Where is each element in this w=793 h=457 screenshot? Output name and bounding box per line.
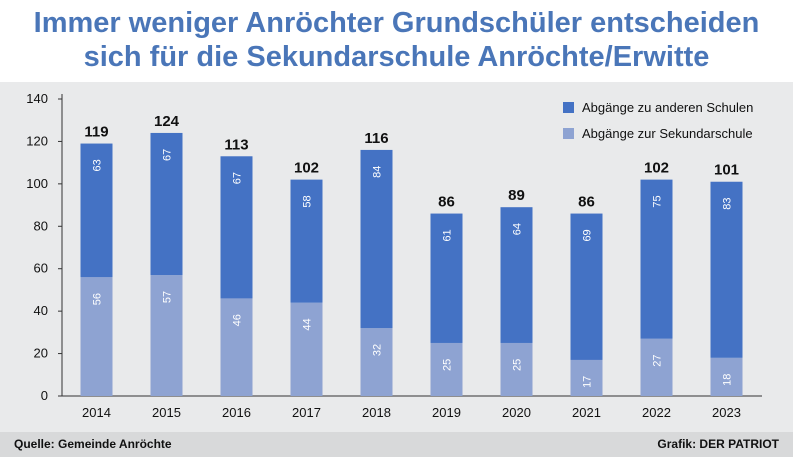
y-tick-label: 80 — [34, 218, 48, 233]
segment-label-sekundarschule: 46 — [232, 314, 244, 326]
bar-total-label: 86 — [438, 194, 455, 211]
bar-segment-sekundarschule — [430, 342, 463, 396]
bar-segment-andere-schulen — [150, 132, 183, 276]
segment-label-andere-schulen: 63 — [92, 159, 104, 171]
y-tick-label: 140 — [26, 91, 48, 106]
bar-total-label: 86 — [578, 194, 595, 211]
x-tick-label: 2023 — [712, 405, 741, 420]
y-tick-label: 120 — [26, 133, 48, 148]
bar-total-label: 113 — [224, 136, 248, 153]
bar-segment-andere-schulen — [710, 181, 743, 358]
segment-label-sekundarschule: 56 — [92, 293, 104, 305]
bar-segment-andere-schulen — [360, 149, 393, 329]
y-tick-label: 100 — [26, 176, 48, 191]
bar-total-label: 116 — [364, 130, 388, 147]
stacked-bar-chart: 0 20 40 60 80 100 120 140 56 63 119 2014 57 67 124 2015… — [26, 91, 762, 420]
legend-label-andere-schulen: Abgänge zu anderen Schulen — [582, 100, 753, 115]
x-tick-label: 2022 — [642, 405, 671, 420]
segment-label-andere-schulen: 61 — [442, 229, 454, 241]
bar-total-label: 119 — [84, 124, 108, 141]
y-tick-label: 40 — [34, 303, 48, 318]
bar-segment-andere-schulen — [220, 156, 253, 299]
bar-total-label: 101 — [714, 162, 739, 179]
bar-segment-sekundarschule — [290, 302, 323, 396]
bar-segment-sekundarschule — [220, 298, 253, 396]
bar-segment-sekundarschule — [360, 328, 393, 396]
segment-label-andere-schulen: 84 — [372, 166, 384, 178]
x-tick-label: 2015 — [152, 405, 181, 420]
segment-label-andere-schulen: 83 — [722, 197, 734, 209]
bar-segment-sekundarschule — [570, 359, 603, 396]
segment-label-sekundarschule: 25 — [442, 359, 454, 371]
bar-segment-sekundarschule — [500, 342, 533, 396]
legend-label-sekundarschule: Abgänge zur Sekundarschule — [582, 126, 753, 141]
x-tick-label: 2016 — [222, 405, 251, 420]
x-tick-label: 2017 — [292, 405, 321, 420]
segment-label-sekundarschule: 18 — [722, 374, 734, 386]
y-tick-label: 20 — [34, 346, 48, 361]
chart-title: Immer weniger Anröchter Grundschüler ent… — [0, 6, 793, 74]
title-line-2: sich für die Sekundarschule Anröchte/Erw… — [83, 41, 710, 73]
bar-segment-andere-schulen — [290, 179, 323, 303]
x-tick-label: 2018 — [362, 405, 391, 420]
bar-segment-andere-schulen — [80, 143, 113, 278]
y-tick-label: 60 — [34, 261, 48, 276]
segment-label-andere-schulen: 67 — [162, 149, 174, 161]
bar-segment-sekundarschule — [640, 338, 673, 396]
segment-label-andere-schulen: 58 — [302, 195, 314, 207]
legend-swatch-sekundarschule — [563, 128, 574, 139]
x-tick-label: 2014 — [82, 405, 111, 420]
segment-label-sekundarschule: 27 — [652, 354, 664, 366]
segment-label-andere-schulen: 75 — [652, 195, 664, 207]
y-tick-label: 0 — [41, 388, 48, 403]
bar-segment-andere-schulen — [640, 179, 673, 339]
segment-label-andere-schulen: 64 — [512, 223, 524, 235]
source-note: Quelle: Gemeinde Anröchte — [14, 437, 172, 451]
x-tick-label: 2019 — [432, 405, 461, 420]
bar-segment-sekundarschule — [150, 275, 183, 396]
segment-label-sekundarschule: 57 — [162, 291, 174, 303]
x-tick-label: 2021 — [572, 405, 601, 420]
footer-bar: Quelle: Gemeinde Anröchte Grafik: DER PA… — [0, 432, 793, 457]
x-tick-label: 2020 — [502, 405, 531, 420]
bar-segment-sekundarschule — [80, 277, 113, 396]
segment-label-sekundarschule: 44 — [302, 318, 314, 330]
bar-total-label: 102 — [294, 160, 319, 177]
segment-label-andere-schulen: 67 — [232, 172, 244, 184]
segment-label-sekundarschule: 17 — [582, 376, 594, 388]
graphic-credit: Grafik: DER PATRIOT — [657, 437, 779, 451]
bar-total-label: 124 — [154, 113, 180, 130]
bar-total-label: 102 — [644, 160, 669, 177]
bar-total-label: 89 — [508, 187, 525, 204]
segment-label-sekundarschule: 32 — [372, 344, 384, 356]
chart-area: 0 20 40 60 80 100 120 140 56 63 119 2014 57 67 124 2015… — [0, 82, 793, 432]
bar-segment-andere-schulen — [570, 213, 603, 360]
segment-label-andere-schulen: 69 — [582, 229, 594, 241]
bar-segment-sekundarschule — [710, 357, 743, 396]
bar-segment-andere-schulen — [430, 213, 463, 343]
bar-segment-andere-schulen — [500, 207, 533, 343]
segment-label-sekundarschule: 25 — [512, 359, 524, 371]
legend-swatch-andere-schulen — [563, 102, 574, 113]
title-line-1: Immer weniger Anröchter Grundschüler ent… — [33, 7, 760, 39]
